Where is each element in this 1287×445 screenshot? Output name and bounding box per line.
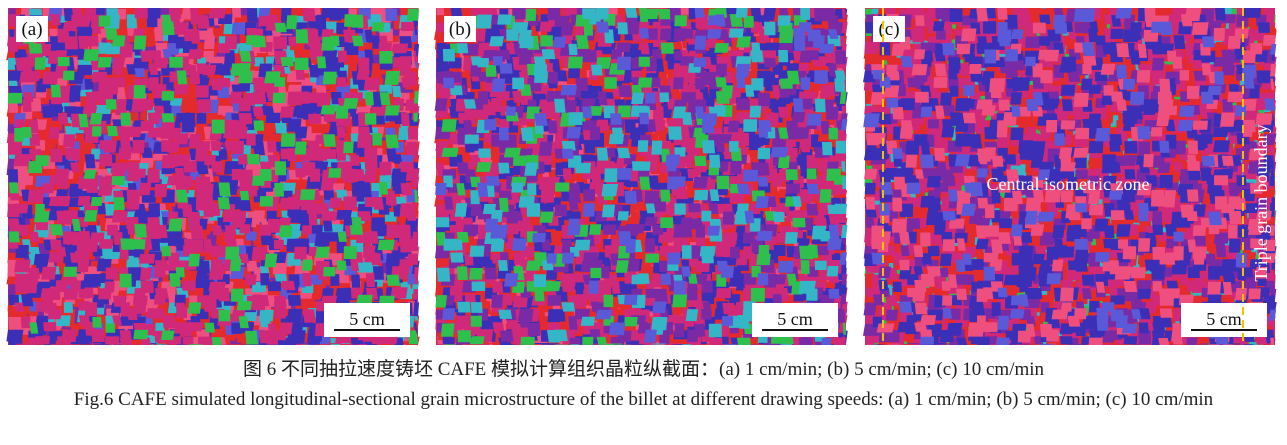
scale-label: 5 cm (777, 309, 813, 329)
scale-label: 5 cm (349, 309, 385, 329)
scale-box (1181, 303, 1267, 337)
figure: (a) 5 cm (b) 5 cm (c) 5 cm Central isometric z… (6, 8, 1277, 345)
grains (435, 8, 847, 345)
grains (864, 8, 1277, 345)
grains (6, 8, 420, 345)
grain-map (6, 8, 420, 345)
scale-label: 5 cm (1206, 309, 1242, 329)
grain-map (863, 8, 1277, 345)
grains (434, 8, 848, 345)
panel-label: (a) (21, 19, 42, 40)
grains (436, 8, 848, 345)
label-box (873, 16, 905, 42)
annotation: Triple grain boundary (1251, 124, 1271, 281)
label-box (444, 16, 476, 42)
grain-map (434, 8, 848, 345)
grains (863, 8, 1277, 345)
scale-box (752, 303, 838, 337)
grains (7, 8, 420, 345)
caption-zh: 图 6 不同抽拉速度铸坯 CAFE 模拟计算组织晶粒纵截面：(a) 1 cm/m… (242, 359, 1045, 380)
caption-en: Fig.6 CAFE simulated longitudinal-sectio… (73, 389, 1214, 410)
panel-label: (c) (878, 19, 899, 40)
annotation: Central isometric zone (987, 174, 1150, 194)
scale-box (324, 303, 410, 337)
panel-label: (b) (449, 19, 471, 40)
label-box (16, 16, 48, 42)
